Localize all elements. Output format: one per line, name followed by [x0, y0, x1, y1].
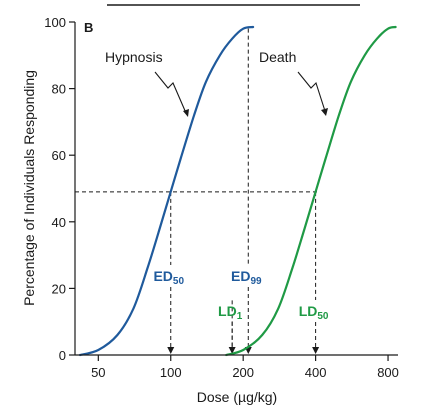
ed50-label: ED50 — [153, 268, 184, 287]
ed99-subscript: 99 — [250, 276, 262, 287]
ld1-label: LD1 — [218, 303, 243, 322]
hypnosis-label: Hypnosis — [105, 49, 163, 65]
ed50-arrowhead — [167, 347, 175, 354]
y-ticks: 0 20 40 60 80 100 — [44, 15, 75, 363]
series-death-line — [225, 25, 397, 357]
marker-labels: ED50 ED99 LD1 LD50 — [153, 268, 328, 322]
ld1-subscript: 1 — [237, 311, 243, 322]
hypnosis-pointer-arrowhead — [183, 109, 189, 117]
ld50-arrowhead — [312, 347, 320, 354]
x-tick-label-200: 200 — [232, 365, 254, 380]
y-tick-label-60: 60 — [52, 148, 66, 163]
ld50-label: LD50 — [299, 303, 329, 322]
series-hypnosis-line — [79, 25, 255, 357]
y-axis-title: Percentage of Individuals Responding — [21, 70, 37, 306]
y-tick-label-100: 100 — [44, 15, 66, 30]
x-ticks: 50 100 200 400 800 — [91, 355, 399, 380]
y-tick-label-80: 80 — [52, 82, 66, 97]
reference-lines — [75, 28, 320, 354]
x-tick-label-400: 400 — [305, 365, 327, 380]
y-tick-label-40: 40 — [52, 215, 66, 230]
y-tick-label-0: 0 — [59, 348, 66, 363]
death-pointer — [297, 71, 326, 112]
x-axis-title: Dose (µg/kg) — [197, 389, 277, 405]
y-tick-label-20: 20 — [52, 281, 66, 296]
ed99-label: ED99 — [231, 268, 262, 287]
x-tick-label-100: 100 — [160, 365, 182, 380]
hypnosis-pointer — [154, 71, 187, 114]
x-tick-label-800: 800 — [377, 365, 399, 380]
ed50-subscript: 50 — [173, 276, 185, 287]
panel-label: B — [84, 20, 93, 35]
axes — [74, 22, 398, 356]
ld1-arrowhead — [228, 347, 236, 354]
death-label: Death — [259, 49, 296, 65]
curves — [79, 25, 397, 357]
x-tick-label-50: 50 — [91, 365, 105, 380]
death-pointer-arrowhead — [321, 108, 328, 116]
ld50-subscript: 50 — [317, 311, 329, 322]
